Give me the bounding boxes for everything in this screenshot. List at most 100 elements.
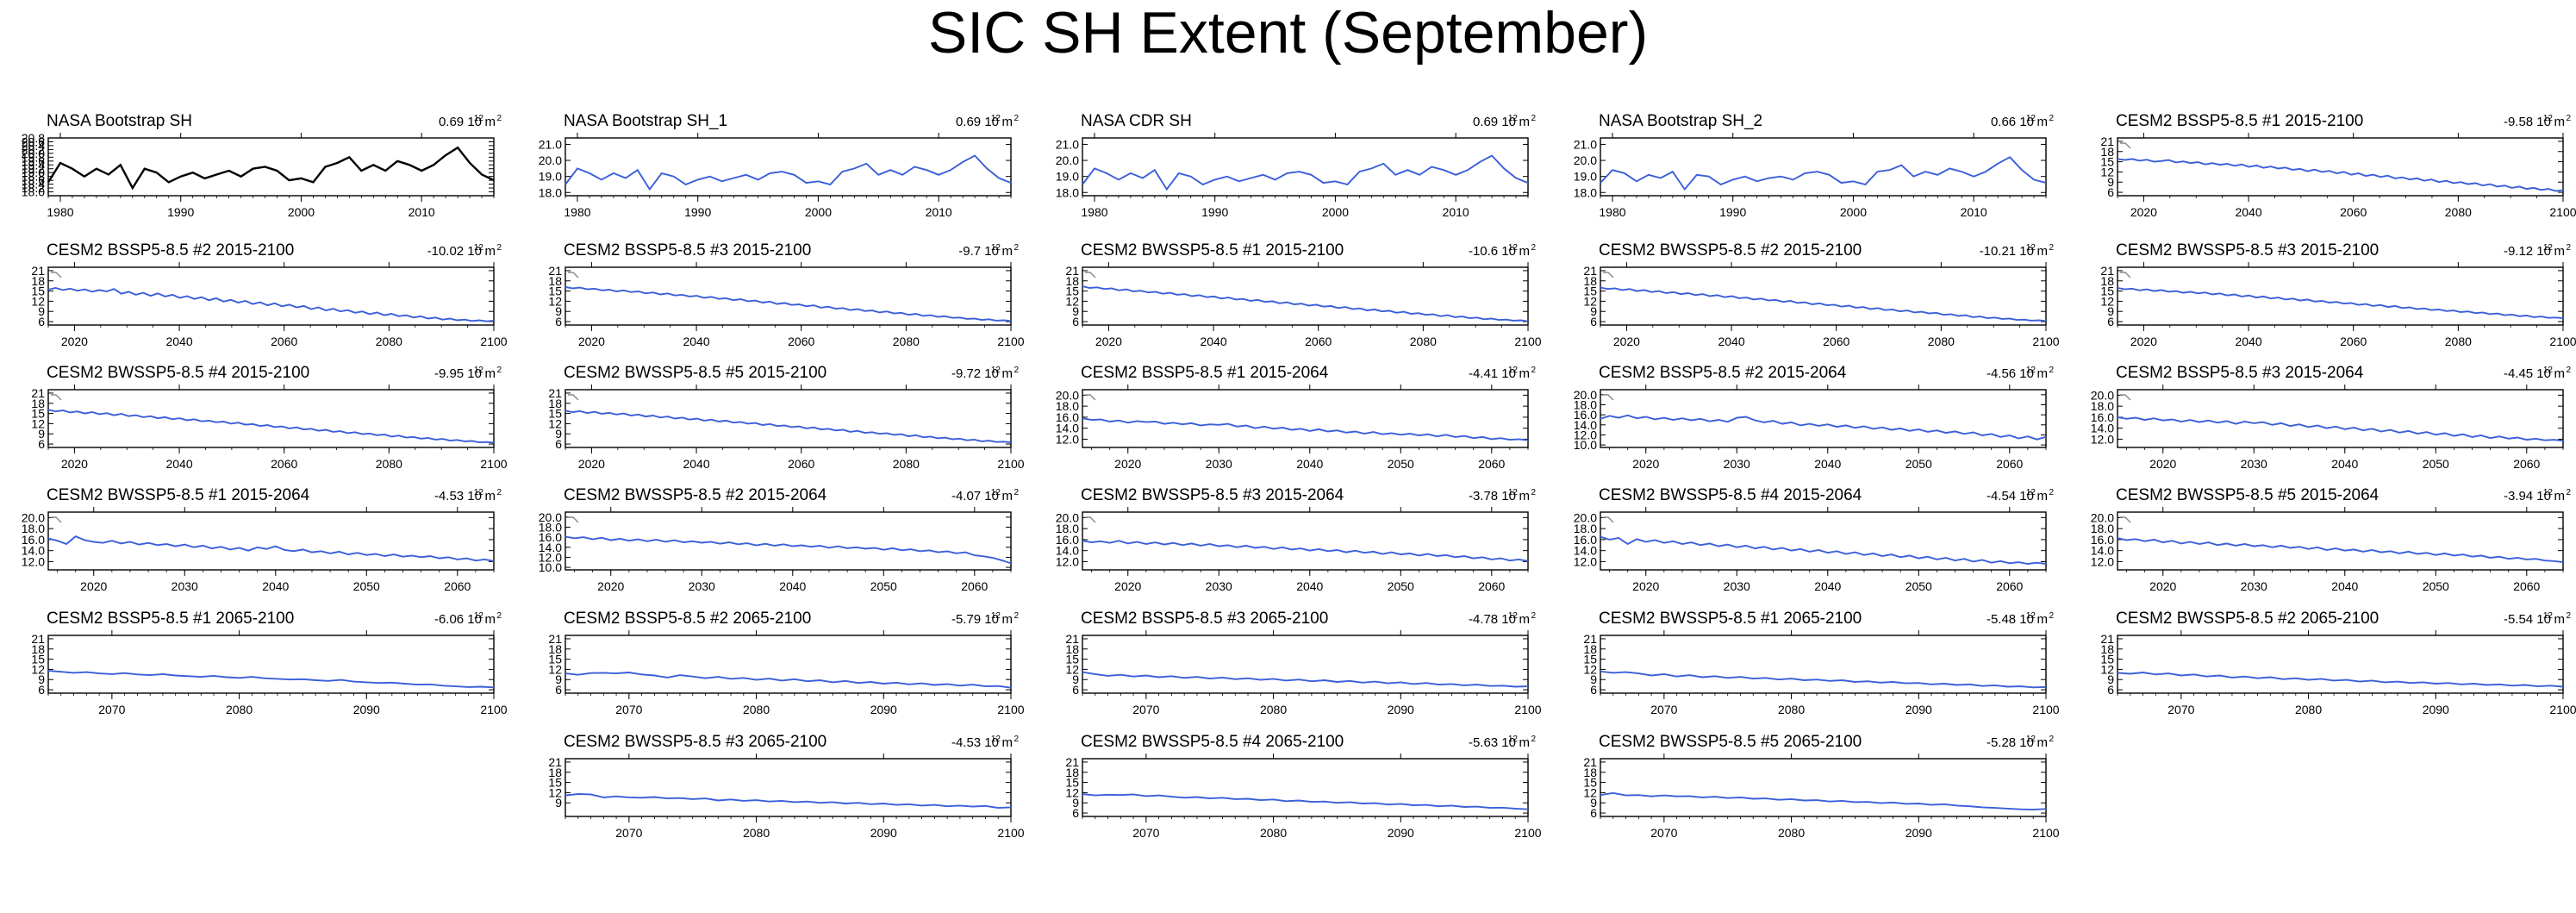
- panel-title: CESM2 BSSP5-8.5 #2 2065-2100: [564, 610, 811, 628]
- y-tick-label: 6: [38, 683, 45, 697]
- x-tick-label: 2040: [2331, 579, 2358, 593]
- y-tick-label: 6: [2107, 315, 2114, 328]
- y-tick-label: 16.0: [1574, 533, 1597, 547]
- y-tick-label: 14.0: [1574, 544, 1597, 558]
- x-tick-label: 2100: [1514, 826, 1541, 840]
- y-tick-label: 9: [1590, 304, 1597, 318]
- x-tick-label: 2030: [1724, 457, 1750, 471]
- panel-unit: m: [1002, 735, 1014, 750]
- plot-frame: [564, 389, 1012, 448]
- plot-frame: [47, 635, 495, 694]
- y-tick-label: 12: [548, 785, 562, 799]
- y-tick-label: 18.0: [1574, 397, 1597, 411]
- y-tick-label: 15: [548, 653, 562, 666]
- panel-title: CESM2 BWSSP5-8.5 #1 2015-2064: [47, 486, 310, 504]
- y-tick-label: 15: [31, 407, 45, 421]
- reference-mark: [1085, 516, 1096, 523]
- panel-unit-exponent: 2: [1014, 611, 1019, 621]
- x-tick-label: 2020: [80, 579, 107, 593]
- y-tick-label: 9: [555, 796, 562, 810]
- y-tick-label: 18.0: [1056, 522, 1079, 535]
- y-tick-label: 18.0: [2091, 522, 2114, 535]
- panel-title: CESM2 BWSSP5-8.5 #4 2015-2100: [47, 364, 309, 382]
- y-tick-label: 9: [38, 304, 45, 318]
- x-tick-label: 2080: [1260, 826, 1287, 840]
- panel-trend-exponent: 12: [991, 611, 1001, 621]
- panel-unit: m: [1519, 612, 1531, 627]
- x-tick-label: 2000: [288, 205, 315, 219]
- panel-trend: 0.66 10: [1991, 115, 2034, 129]
- panel-unit: m: [2037, 366, 2049, 381]
- x-tick-label: 2040: [683, 457, 709, 471]
- series-line: [2117, 287, 2564, 320]
- panel-unit: m: [2554, 244, 2566, 259]
- panel-title: CESM2 BWSSP5-8.5 #2 2015-2064: [564, 486, 827, 504]
- panel-unit-exponent: 2: [1531, 114, 1536, 123]
- panel-unit: m: [2037, 612, 2049, 627]
- panel-title: NASA Bootstrap SH: [47, 112, 192, 130]
- panel-unit: m: [1519, 115, 1531, 129]
- y-tick-label: 18: [548, 274, 562, 288]
- y-tick-label: 12: [2100, 294, 2114, 308]
- panel-unit-exponent: 2: [2049, 735, 2054, 744]
- panel-trend-exponent: 12: [2543, 366, 2554, 375]
- y-tick-label: 21: [548, 386, 562, 400]
- y-tick-label: 16.0: [1056, 533, 1079, 547]
- y-tick-label: 18: [1065, 766, 1079, 779]
- panel-title: CESM2 BWSSP5-8.5 #1 2015-2100: [1081, 241, 1344, 260]
- plot-frame: [564, 635, 1012, 694]
- y-tick-label: 6: [1072, 683, 1079, 697]
- y-tick-label: 21: [2100, 632, 2114, 646]
- panel-unit: m: [485, 612, 496, 627]
- y-tick-label: 21: [2100, 264, 2114, 278]
- y-tick-label: 14.0: [539, 541, 562, 554]
- panel-trend-exponent: 12: [1508, 611, 1519, 621]
- y-tick-label: 12: [1583, 662, 1597, 676]
- y-tick-label: 10.0: [1574, 438, 1597, 452]
- y-tick-label: 18.2: [22, 181, 45, 195]
- x-tick-label: 2040: [1718, 335, 1744, 348]
- panel-trend: -10.02 10: [427, 244, 482, 259]
- panel-unit-exponent: 2: [2049, 243, 2054, 253]
- reference-mark: [1085, 272, 1096, 278]
- panel-title: CESM2 BSSP5-8.5 #3 2065-2100: [1081, 610, 1328, 628]
- y-tick-label: 6: [2107, 185, 2114, 199]
- plot-frame: [1082, 635, 1529, 694]
- x-tick-label: 2070: [1650, 703, 1677, 716]
- x-tick-label: 2070: [1132, 826, 1159, 840]
- y-tick-label: 12.0: [2091, 554, 2114, 568]
- y-tick-label: 18: [31, 274, 45, 288]
- plot-frame: [1082, 389, 1529, 448]
- y-tick-label: 9: [1072, 672, 1079, 686]
- x-tick-label: 2050: [2423, 457, 2449, 471]
- x-tick-label: 2070: [2167, 703, 2194, 716]
- x-tick-label: 2080: [893, 457, 920, 471]
- series-line: [1600, 670, 2047, 689]
- x-tick-label: 2090: [353, 703, 380, 716]
- reference-mark: [51, 394, 62, 401]
- panel-unit-exponent: 2: [1014, 114, 1019, 123]
- x-tick-label: 2040: [779, 579, 806, 593]
- panel-trend-exponent: 12: [474, 488, 484, 497]
- y-tick-label: 18: [1583, 766, 1597, 779]
- panel-trend-exponent: 12: [1508, 366, 1519, 375]
- reference-mark: [51, 516, 62, 523]
- series-line: [47, 670, 495, 689]
- y-tick-label: 12: [2100, 662, 2114, 676]
- panel-unit-exponent: 2: [2566, 366, 2571, 375]
- x-tick-label: 2080: [2445, 335, 2472, 348]
- x-tick-label: 2040: [1814, 457, 1841, 471]
- panel-unit-exponent: 2: [2049, 114, 2054, 123]
- panel-trend-exponent: 12: [474, 611, 484, 621]
- x-tick-label: 2040: [683, 335, 709, 348]
- plot-frame: [1082, 758, 1529, 817]
- x-tick-label: 2060: [2513, 457, 2540, 471]
- y-tick-label: 6: [555, 683, 562, 697]
- x-tick-label: 2090: [870, 826, 897, 840]
